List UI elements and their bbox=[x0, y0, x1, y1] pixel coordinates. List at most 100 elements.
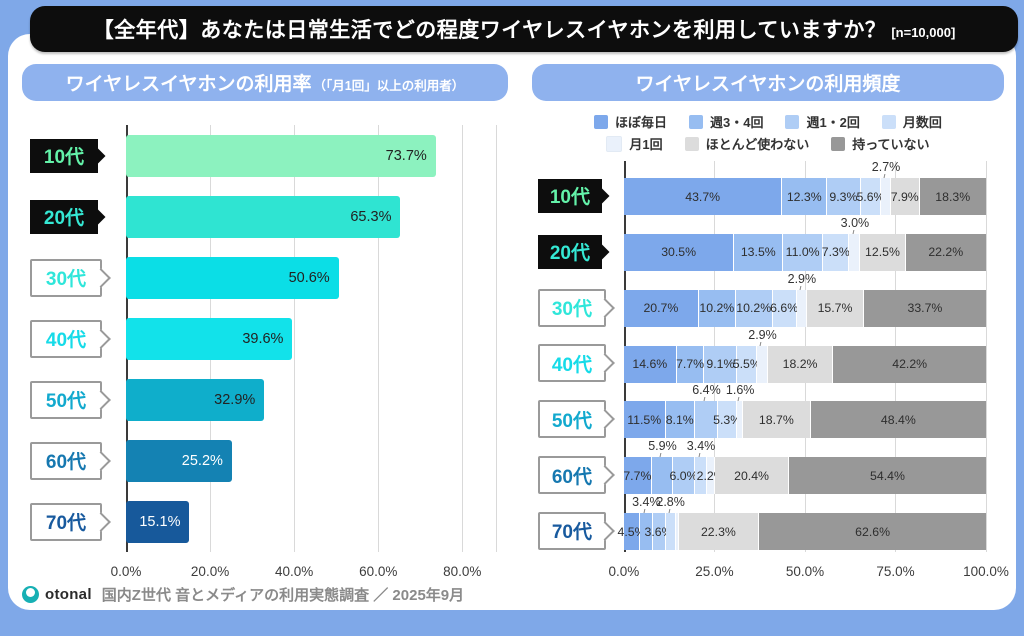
bar-segment: 20.4% bbox=[715, 457, 789, 495]
bar-segment: 12.3% bbox=[782, 178, 828, 215]
gridline bbox=[378, 125, 380, 552]
bar-segment: 10.2% bbox=[735, 289, 773, 327]
legend-label: 持っていない bbox=[852, 137, 930, 152]
callout-value-label: 6.4% bbox=[692, 383, 721, 398]
segment-value-label: 11.0% bbox=[785, 245, 820, 260]
category-label: 40代 bbox=[30, 319, 111, 358]
usage-rate-header-text: ワイヤレスイヤホンの利用率 bbox=[65, 74, 312, 95]
category-label-text: 60代 bbox=[45, 452, 87, 473]
bar-segment bbox=[796, 289, 808, 327]
category-label: 30代 bbox=[537, 288, 615, 327]
legend-swatch-icon bbox=[688, 114, 703, 129]
bar-segment: 20.7% bbox=[623, 289, 699, 327]
segment-value-label: 20.7% bbox=[643, 301, 679, 316]
bar-segment: 7.7% bbox=[623, 457, 652, 495]
stacked-bar: 30.5% 13.5% 11.0% 7.3% 12.5% 22.2% bbox=[623, 233, 986, 271]
segment-value-label: 6.6% bbox=[770, 301, 799, 316]
frequency-row: 40代 2.9% 14.6% 7.7% 9.1% 5.5% 18.2% 42.2% bbox=[537, 328, 986, 385]
page-title: 【全年代】あなたは日常生活でどの程度ワイヤレスイヤホンを利用していますか？ bbox=[92, 19, 887, 42]
usage-rate-header: ワイヤレスイヤホンの利用率 （「月1回」以上の利用者） bbox=[22, 64, 508, 101]
legend-label: ほとんど使わない bbox=[705, 137, 810, 152]
bar-segment: 13.5% bbox=[734, 233, 784, 271]
category-label: 40代 bbox=[537, 344, 615, 383]
callout-value-label: 3.0% bbox=[840, 215, 870, 230]
bar-segment bbox=[757, 345, 768, 383]
gridline bbox=[462, 125, 464, 552]
bar-value-label: 50.6% bbox=[288, 269, 330, 286]
bar-segment bbox=[665, 513, 676, 551]
bar-segment bbox=[640, 513, 653, 551]
category-label-text: 70代 bbox=[551, 522, 592, 544]
legend-label: 週1・2回 bbox=[806, 115, 860, 130]
legend-row: ほぼ毎日 週3・4回 週1・2回 月数回 bbox=[532, 112, 1004, 131]
label-pointer-icon bbox=[91, 389, 111, 410]
category-label-text: 70代 bbox=[45, 513, 87, 534]
stacked-bar: 14.6% 7.7% 9.1% 5.5% 18.2% 42.2% bbox=[623, 345, 986, 383]
usage-rate-bar: 73.7% bbox=[126, 134, 436, 177]
category-label-text: 20代 bbox=[549, 243, 590, 265]
label-pointer-icon bbox=[595, 353, 615, 374]
callout-value-label: 5.9% bbox=[648, 439, 677, 454]
legend-swatch-icon bbox=[831, 136, 846, 151]
segment-value-label: 48.4% bbox=[880, 412, 916, 427]
usage-rate-row: 40代 39.6% bbox=[30, 308, 496, 369]
bar-value-label: 32.9% bbox=[214, 391, 256, 408]
legend-swatch-icon bbox=[593, 114, 608, 129]
category-label: 70代 bbox=[537, 511, 615, 550]
segment-value-label: 9.1% bbox=[706, 357, 735, 372]
segment-value-label: 18.2% bbox=[782, 357, 818, 372]
category-label: 60代 bbox=[537, 456, 615, 495]
usage-rate-bar: 15.1% bbox=[126, 500, 190, 543]
category-label-text: 30代 bbox=[45, 269, 87, 290]
bar-segment: 18.3% bbox=[919, 178, 986, 215]
category-label: 50代 bbox=[537, 400, 615, 439]
bar-segment bbox=[675, 513, 679, 551]
usage-rate-x-axis: 0.0% 20.0% 40.0% 60.0% 80.0% bbox=[111, 558, 496, 582]
segment-value-label: 7.7% bbox=[623, 468, 652, 483]
legend-item: 週1・2回 bbox=[785, 112, 860, 131]
legend-item: 持っていない bbox=[831, 134, 930, 153]
category-label: 10代 bbox=[30, 138, 106, 173]
bar-segment: 22.2% bbox=[905, 233, 986, 271]
segment-value-label: 33.7% bbox=[907, 301, 943, 316]
segment-value-label: 5.5% bbox=[732, 357, 761, 372]
label-pointer-icon bbox=[91, 328, 111, 349]
callout-value-label: 1.6% bbox=[725, 383, 755, 398]
segment-value-label: 15.7% bbox=[817, 301, 853, 316]
bar-segment: 12.5% bbox=[860, 233, 906, 271]
usage-rate-chart: 10代 73.7% 20代 65.3% 30代 50.6% 40代 39.6% 50代 32.9%… bbox=[22, 123, 508, 582]
callout-value-label: 2.8% bbox=[656, 495, 685, 510]
x-tick-label: 100.0% bbox=[963, 564, 1009, 579]
bar-segment: 22.3% bbox=[678, 513, 760, 551]
callout-value-label: 3.4% bbox=[686, 439, 716, 454]
label-pointer-icon bbox=[88, 147, 106, 164]
legend-swatch-icon bbox=[785, 114, 800, 129]
bar-segment: 48.4% bbox=[810, 401, 986, 439]
bar-segment: 7.7% bbox=[676, 345, 705, 383]
bar-segment: 11.5% bbox=[623, 401, 666, 439]
bar-segment: 18.7% bbox=[743, 401, 811, 439]
callout-value-label: 3.4% bbox=[632, 495, 661, 510]
category-label-text: 50代 bbox=[551, 410, 592, 432]
segment-value-label: 7.3% bbox=[821, 245, 850, 260]
label-pointer-icon bbox=[91, 511, 111, 532]
bar-value-label: 15.1% bbox=[139, 513, 181, 530]
frequency-x-axis: 0.0% 25.0% 50.0% 75.0% 100.0% bbox=[609, 558, 1009, 582]
segment-value-label: 42.2% bbox=[892, 357, 928, 372]
segment-value-label: 11.5% bbox=[627, 412, 662, 427]
segment-value-label: 18.7% bbox=[758, 412, 794, 427]
label-pointer-icon bbox=[88, 208, 106, 225]
bar-value-label: 39.6% bbox=[242, 330, 284, 347]
legend-label: 月1回 bbox=[629, 137, 663, 152]
plot-right-border bbox=[986, 161, 987, 552]
bar-segment: 6.6% bbox=[770, 289, 799, 327]
frequency-row: 60代 5.9% 3.4% 7.7% 6.0% 2.2% 20.4% 54.4% bbox=[537, 439, 986, 496]
segment-value-label: 20.4% bbox=[734, 468, 769, 483]
bar-segment: 3.6% bbox=[645, 513, 673, 551]
segment-value-label: 6.0% bbox=[669, 468, 698, 483]
frequency-row: 30代 2.9% 20.7% 10.2% 10.2% 6.6% 15.7% 33.7% bbox=[537, 272, 986, 329]
x-tick-label: 0.0% bbox=[110, 564, 142, 579]
segment-value-label: 13.5% bbox=[740, 245, 776, 260]
usage-rate-bar: 39.6% bbox=[126, 317, 293, 360]
segment-value-label: 22.3% bbox=[700, 524, 736, 539]
